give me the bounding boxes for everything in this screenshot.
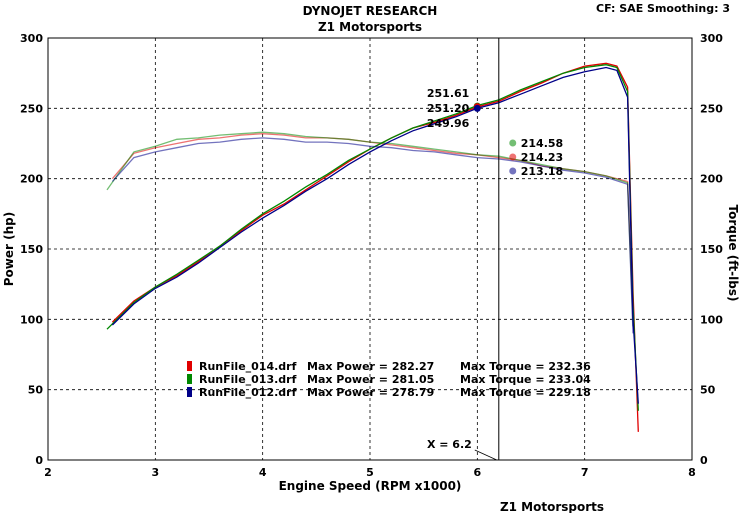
torque-marker xyxy=(509,167,517,175)
y-tick-label-left: 250 xyxy=(20,102,43,115)
legend-swatch xyxy=(187,374,192,384)
settings-label: CF: SAE Smoothing: 3 xyxy=(596,2,730,15)
y-tick-label-left: 100 xyxy=(20,313,43,326)
legend-series-name: RunFile_012.drf xyxy=(199,386,297,399)
grid-lines xyxy=(48,38,692,460)
y-tick-label-left: 150 xyxy=(20,243,43,256)
y-tick-label-left: 50 xyxy=(28,384,44,397)
power-value-label: 251.61 xyxy=(427,87,469,100)
power-value-label: 249.96 xyxy=(427,117,470,130)
y-axis-right-label: Torque (ft-lbs) xyxy=(726,205,740,302)
legend: RunFile_014.drf Max Power = 282.27 Max Tor… xyxy=(187,360,591,399)
torque-marker xyxy=(509,153,517,161)
x-tick-label: 7 xyxy=(581,466,589,479)
legend-max-power: Max Power = 281.05 xyxy=(307,373,434,386)
chart-subtitle: Z1 Motorsports xyxy=(318,20,422,34)
x-tick-label: 4 xyxy=(259,466,267,479)
y-tick-label-right: 50 xyxy=(700,384,716,397)
torque-value-label: 213.18 xyxy=(521,165,563,178)
cursor-pointer xyxy=(474,449,497,461)
y-tick-label-right: 0 xyxy=(700,454,708,467)
cursor-label: X = 6.2 xyxy=(427,438,472,451)
footer-label: Z1 Motorsports xyxy=(500,500,604,513)
torque-value-label: 214.23 xyxy=(521,151,563,164)
legend-max-torque: Max Torque = 232.36 xyxy=(460,360,591,373)
legend-swatch xyxy=(187,361,192,371)
x-tick-label: 6 xyxy=(474,466,482,479)
torque-line-1 xyxy=(106,131,634,327)
torque-line-2 xyxy=(111,137,634,334)
power-line-1 xyxy=(106,64,639,411)
y-tick-label-right: 250 xyxy=(700,102,723,115)
legend-series-name: RunFile_014.drf xyxy=(199,360,297,373)
torque-marker xyxy=(509,139,517,147)
legend-series-name: RunFile_013.drf xyxy=(199,373,297,386)
legend-max-power: Max Power = 282.27 xyxy=(307,360,434,373)
power-value-label: 251.20 xyxy=(427,102,470,115)
y-tick-label-left: 300 xyxy=(20,32,43,45)
legend-max-torque: Max Torque = 229.18 xyxy=(460,386,591,399)
x-tick-label: 8 xyxy=(688,466,696,479)
legend-max-torque: Max Torque = 233.04 xyxy=(460,373,591,386)
x-tick-label: 2 xyxy=(44,466,52,479)
x-tick-label: 3 xyxy=(152,466,160,479)
legend-max-power: Max Power = 278.79 xyxy=(307,386,434,399)
y-tick-label-right: 150 xyxy=(700,243,723,256)
y-tick-label-left: 0 xyxy=(35,454,43,467)
series-lines xyxy=(106,62,639,432)
y-tick-label-right: 200 xyxy=(700,173,723,186)
y-axis-left-label: Power (hp) xyxy=(2,212,16,286)
y-tick-label-right: 100 xyxy=(700,313,723,326)
torque-value-label: 214.58 xyxy=(521,137,563,150)
power-line-2 xyxy=(111,66,639,404)
y-tick-label-right: 300 xyxy=(700,32,723,45)
x-axis-label: Engine Speed (RPM x1000) xyxy=(279,479,462,493)
cursor-markers: 251.61 214.58 251.20 214.23 249.96 213.18 xyxy=(427,87,563,178)
legend-swatch xyxy=(187,387,192,397)
power-marker xyxy=(473,104,481,112)
y-tick-label-left: 200 xyxy=(20,173,43,186)
x-tick-label: 5 xyxy=(366,466,374,479)
chart-title: DYNOJET RESEARCH xyxy=(303,4,438,18)
